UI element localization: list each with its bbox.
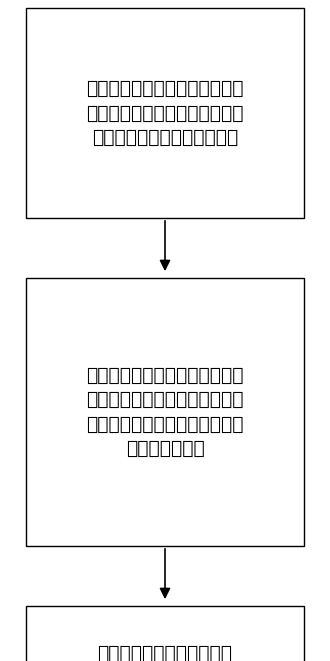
- Text: 微处理器根据选择的数据绘制出
加速度变化曲线图，检测加速度
变化曲线图中的波峰，根据波峰
确定脚落地时刻: 微处理器根据选择的数据绘制出 加速度变化曲线图，检测加速度 变化曲线图中的波峰，…: [86, 366, 244, 458]
- Text: 微处理器读取三轴加速度传感器
输出的检测数据，根据人体运动
状态选择相应的数据进行处理: 微处理器读取三轴加速度传感器 输出的检测数据，根据人体运动 状态选择相应的数据进…: [86, 79, 244, 147]
- Text: 微处理器计算出脚落地姿态: 微处理器计算出脚落地姿态: [97, 644, 233, 661]
- Bar: [26, 278, 304, 546]
- Bar: [26, 606, 304, 661]
- Bar: [26, 8, 304, 218]
